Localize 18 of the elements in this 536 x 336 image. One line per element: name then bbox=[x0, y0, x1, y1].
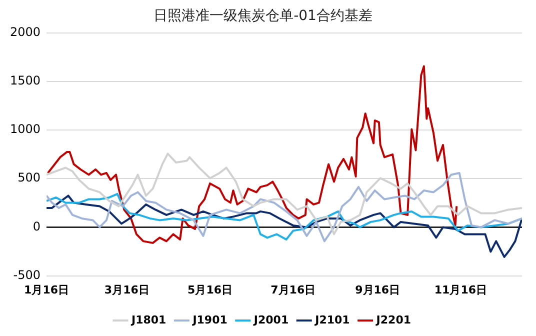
y-tick-label: -500 bbox=[13, 268, 41, 282]
x-tick-label: 9月16日 bbox=[355, 283, 400, 296]
x-tick-label: 5月16日 bbox=[188, 283, 233, 296]
y-tick-label: 2000 bbox=[10, 24, 41, 39]
chart-title: 日照港准一级焦炭仓单-01合约基差 bbox=[154, 8, 372, 24]
y-tick-label: 500 bbox=[18, 170, 41, 185]
legend-label: J2101 bbox=[314, 313, 350, 326]
legend-label: J2201 bbox=[375, 313, 412, 326]
x-tick-label: 7月16日 bbox=[270, 283, 316, 296]
x-tick-label: 11月16日 bbox=[434, 283, 488, 296]
x-tick-label: 1月16日 bbox=[24, 283, 70, 296]
x-tick-label: 3月16日 bbox=[104, 283, 150, 296]
y-tick-label: 0 bbox=[32, 219, 41, 234]
legend-label: J1901 bbox=[192, 313, 228, 326]
legend-label: J2001 bbox=[252, 313, 289, 326]
y-tick-label: 1000 bbox=[10, 122, 41, 136]
y-tick-label: 1500 bbox=[10, 74, 41, 88]
legend-label: J1801 bbox=[130, 313, 166, 326]
